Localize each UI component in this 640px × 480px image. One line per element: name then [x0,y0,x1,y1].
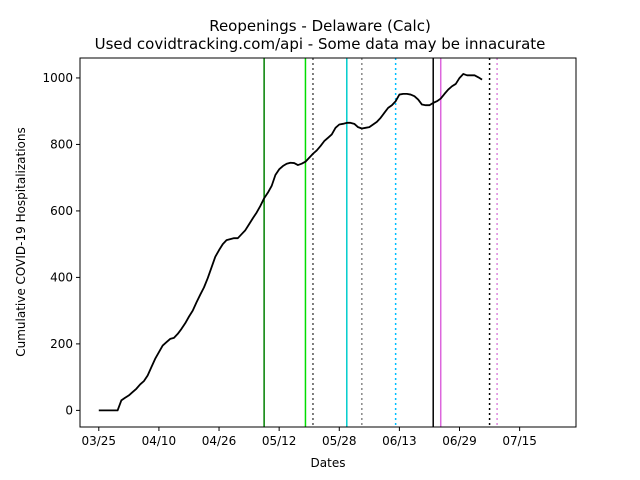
y-tick-label: 0 [65,403,73,417]
x-tick-label: 04/26 [202,434,237,448]
x-tick-label: 04/10 [142,434,177,448]
x-tick-label: 06/29 [442,434,477,448]
axes-frame [79,57,577,428]
x-tick-label: 07/15 [502,434,537,448]
x-tick-label: 05/12 [262,434,297,448]
y-tick-label: 400 [50,270,73,284]
y-axis-ticks: 0 200 400 600 800 1000 [42,71,80,417]
y-axis-label: Cumulative COVID-19 Hospitalizations [14,127,28,357]
chart-subtitle: Used covidtracking.com/api - Some data m… [94,35,546,53]
reference-lines [263,58,498,427]
x-axis-label: Dates [311,456,346,470]
x-tick-label: 06/13 [382,434,417,448]
x-tick-label: 05/28 [322,434,357,448]
chart-title: Reopenings - Delaware (Calc) [209,17,431,35]
x-tick-label: 03/25 [81,434,116,448]
y-tick-label: 200 [50,337,73,351]
x-axis-ticks: 03/25 04/10 04/26 05/12 05/28 06/13 06/29 07/15 [81,427,537,448]
series-line-1 [98,73,483,412]
y-tick-label: 1000 [42,71,73,85]
series-layer [98,73,483,412]
y-tick-label: 600 [50,204,73,218]
y-tick-label: 800 [50,137,73,151]
